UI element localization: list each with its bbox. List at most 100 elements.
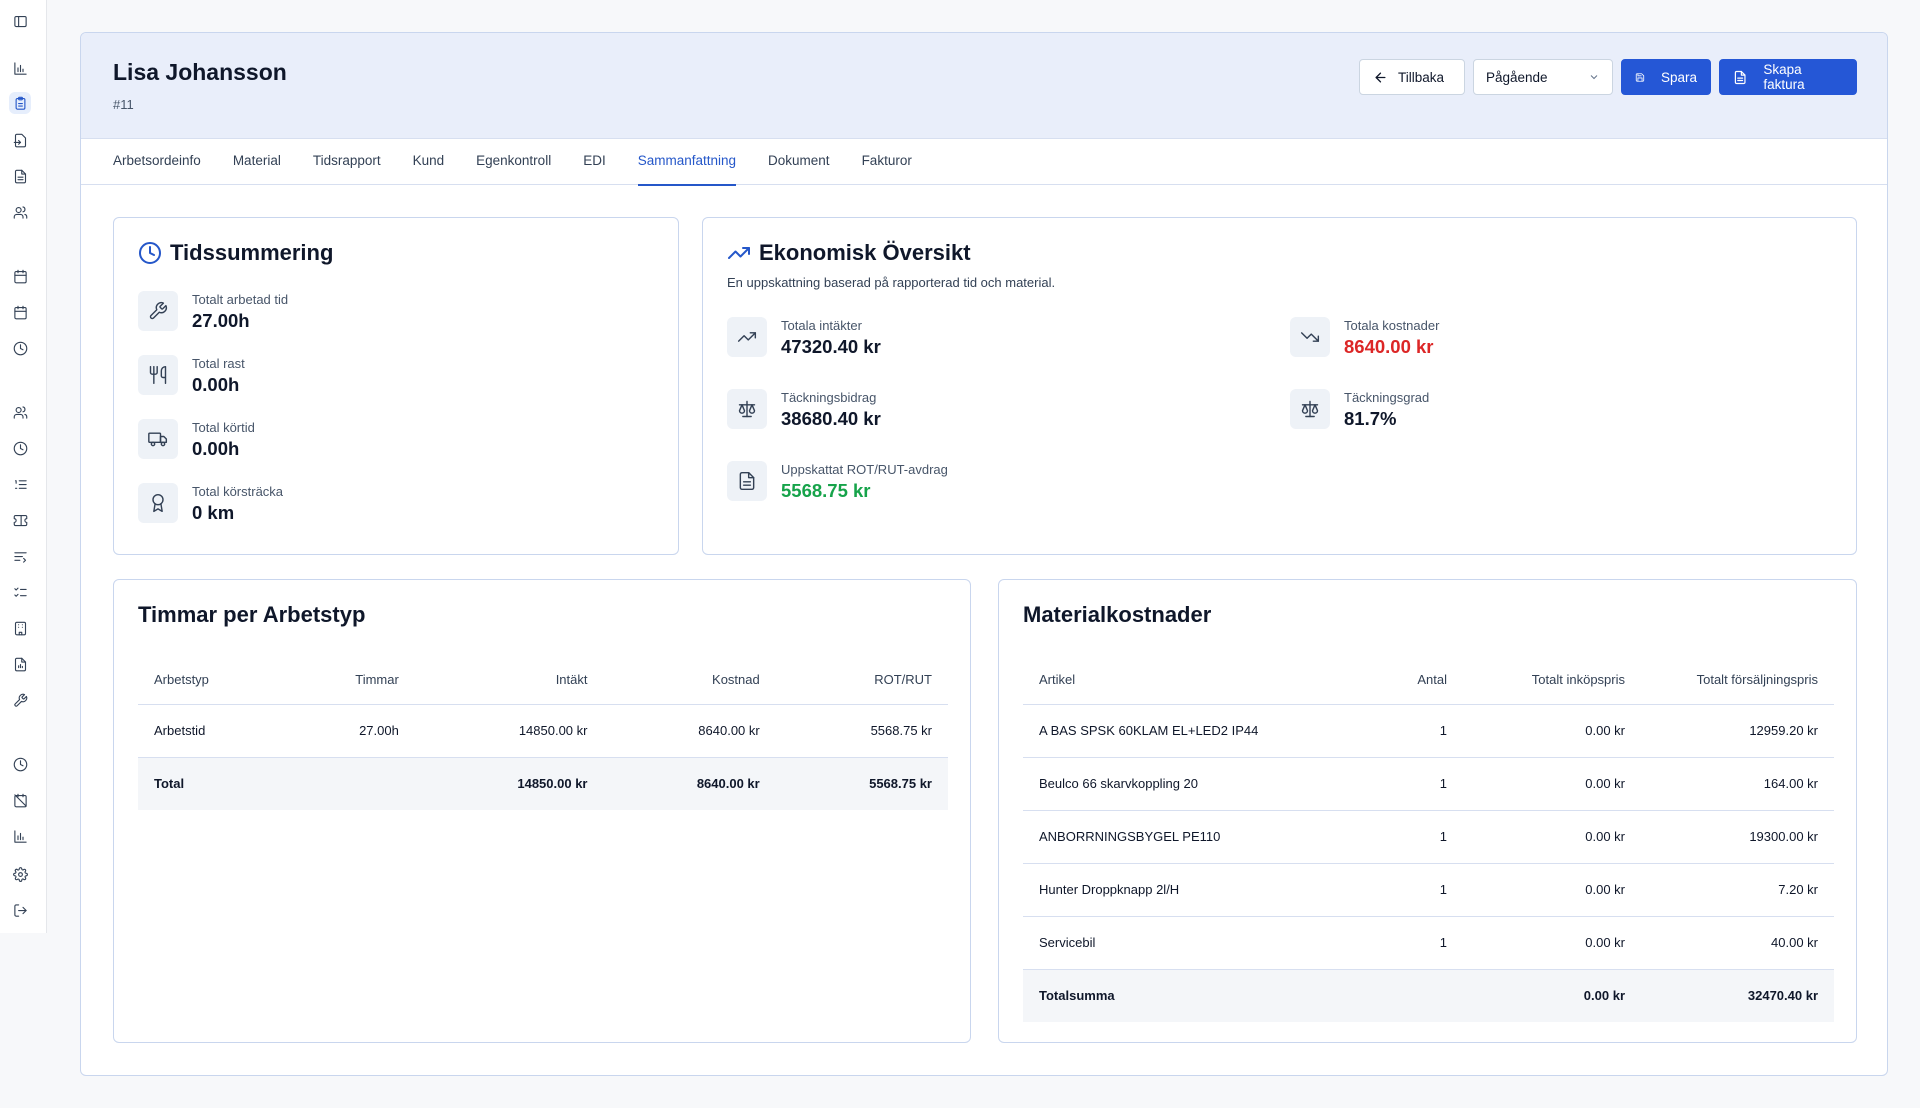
- create-invoice-button[interactable]: Skapa faktura: [1719, 59, 1857, 95]
- cell-forsaljningspris: 19300.00 kr: [1641, 810, 1834, 864]
- list-ordered-icon[interactable]: [9, 473, 31, 495]
- total-cell-artikel: Totalsumma: [1023, 969, 1353, 1022]
- table-total-row: Totalsumma 0.00 kr 32470.40 kr: [1023, 969, 1834, 1022]
- document-icon[interactable]: [9, 165, 31, 187]
- list-checks-icon[interactable]: [9, 581, 31, 603]
- users-icon[interactable]: [9, 201, 31, 223]
- stat-driving-distance: Total körsträcka 0 km: [138, 483, 283, 524]
- col-timmar: Timmar: [291, 656, 415, 705]
- chevron-down-icon: [1590, 75, 1598, 80]
- economy-subtitle: En uppskattning baserad på rapporterad t…: [727, 275, 1056, 290]
- material-rows: A BAS SPSK 60KLAM EL+LED2 IP44 1 0.00 kr 12…: [1023, 704, 1834, 1022]
- sidebar: [0, 0, 47, 933]
- clock-icon[interactable]: [9, 337, 31, 359]
- trending-up-icon: [727, 317, 767, 357]
- stat-contribution: Täckningsbidrag 38680.40 kr: [727, 389, 881, 430]
- stat-label: Totalt arbetad tid: [192, 292, 289, 307]
- table-row: ANBORRNINGSBYGEL PE110 1 0.00 kr 19300.00 k…: [1023, 810, 1834, 864]
- tab-material[interactable]: Material: [232, 153, 281, 168]
- save-button-label: Spara: [1660, 69, 1697, 85]
- hours-card: Timmar per Arbetstyp Arbetstyp Timmar In…: [113, 579, 971, 1043]
- cell-total-rotrut: 5568.75 kr: [775, 757, 948, 810]
- tab-edi[interactable]: EDI: [583, 153, 606, 168]
- calendar-off-icon[interactable]: [9, 789, 31, 811]
- clock-icon[interactable]: [9, 437, 31, 459]
- gear-icon[interactable]: [9, 863, 31, 885]
- calendar-icon[interactable]: [9, 301, 31, 323]
- logout-icon[interactable]: [9, 899, 31, 921]
- total-cell-inkopspris: 0.00 kr: [1463, 969, 1641, 1022]
- economy-heading: Ekonomisk Översikt: [759, 240, 971, 265]
- file-chart-icon[interactable]: [9, 653, 31, 675]
- panel-toggle-icon[interactable]: [9, 10, 31, 32]
- calendar-icon[interactable]: [9, 265, 31, 287]
- tab-egenkontroll[interactable]: Egenkontroll: [476, 153, 552, 168]
- page-header: Lisa Johansson #11 Tillbaka Pågående Spa…: [81, 33, 1887, 139]
- clipboard-icon[interactable]: [9, 92, 31, 114]
- cell-total-timmar: [291, 757, 415, 810]
- chart-icon[interactable]: [9, 57, 31, 79]
- cell-inkopspris: 0.00 kr: [1463, 704, 1641, 758]
- time-summary-heading: Tidssummering: [170, 240, 334, 265]
- cell-inkopspris: 0.00 kr: [1463, 916, 1641, 970]
- clock-icon[interactable]: [9, 753, 31, 775]
- chart-icon[interactable]: [9, 825, 31, 847]
- stat-value: 81.7%: [1344, 408, 1397, 429]
- list-icon[interactable]: [9, 545, 31, 567]
- wrench-icon: [138, 291, 178, 331]
- cell-artikel: Beulco 66 skarvkoppling 20: [1023, 757, 1353, 811]
- truck-icon: [138, 419, 178, 459]
- cell-timmar: 27.00h: [291, 704, 415, 758]
- stat-label: Total rast: [192, 356, 245, 371]
- economy-title: Ekonomisk Översikt: [727, 240, 971, 266]
- tab-bar: Arbetsordeinfo Material Tidsrapport Kund…: [81, 139, 1887, 186]
- cell-arbetstyp: Arbetstid: [138, 704, 292, 758]
- stat-value: 27.00h: [192, 310, 250, 331]
- material-title: Materialkostnader: [1023, 602, 1212, 627]
- table-header-row: Arbetstyp Timmar Intäkt Kostnad ROT/RUT: [138, 656, 948, 705]
- stat-label: Täckningsbidrag: [781, 390, 877, 405]
- back-button[interactable]: Tillbaka: [1359, 59, 1465, 95]
- tab-fakturor[interactable]: Fakturor: [861, 153, 912, 168]
- save-button[interactable]: Spara: [1621, 59, 1711, 95]
- page-title: Lisa Johansson: [113, 59, 287, 85]
- cell-total-label: Total: [138, 757, 292, 810]
- cell-antal: 1: [1353, 757, 1463, 811]
- cell-antal: 1: [1353, 704, 1463, 758]
- stat-total-revenue: Totala intäkter 47320.40 kr: [727, 317, 881, 358]
- wrench-icon[interactable]: [9, 689, 31, 711]
- cell-forsaljningspris: 12959.20 kr: [1641, 704, 1834, 758]
- file-import-icon[interactable]: [9, 129, 31, 151]
- tab-arbetsordeinfo[interactable]: Arbetsordeinfo: [113, 153, 201, 168]
- status-select[interactable]: Pågående: [1473, 59, 1613, 95]
- cell-forsaljningspris: 7.20 kr: [1641, 863, 1834, 917]
- material-card: Materialkostnader Artikel Antal Totalt i…: [998, 579, 1857, 1043]
- stat-label: Total körtid: [192, 420, 255, 435]
- cell-antal: 1: [1353, 810, 1463, 864]
- cell-intakt: 14850.00 kr: [414, 704, 604, 758]
- cell-inkopspris: 0.00 kr: [1463, 757, 1641, 811]
- tab-tidsrapport[interactable]: Tidsrapport: [312, 153, 381, 168]
- cell-artikel: A BAS SPSK 60KLAM EL+LED2 IP44: [1023, 704, 1353, 758]
- tab-kund[interactable]: Kund: [412, 153, 445, 168]
- table-row: A BAS SPSK 60KLAM EL+LED2 IP44 1 0.00 kr 12…: [1023, 704, 1834, 758]
- users-icon[interactable]: [9, 401, 31, 423]
- stat-label: Totala kostnader: [1344, 318, 1440, 333]
- hours-title: Timmar per Arbetstyp: [138, 602, 366, 627]
- award-icon: [138, 483, 178, 523]
- tab-dokument[interactable]: Dokument: [768, 153, 830, 168]
- stat-break-time: Total rast 0.00h: [138, 355, 245, 396]
- stat-rot-rut: Uppskattat ROT/RUT-avdrag 5568.75 kr: [727, 461, 948, 502]
- arrow-left-icon: [1375, 72, 1386, 82]
- col-rotrut: ROT/RUT: [775, 656, 948, 705]
- tab-sammanfattning[interactable]: Sammanfattning: [637, 139, 737, 186]
- scale-icon: [727, 389, 767, 429]
- document-icon: [727, 461, 767, 501]
- building-icon[interactable]: [9, 617, 31, 639]
- file-text-icon: [1734, 70, 1746, 84]
- economy-card: Ekonomisk Översikt En uppskattning baser…: [702, 217, 1857, 555]
- cell-kostnad: 8640.00 kr: [603, 704, 776, 758]
- cell-forsaljningspris: 164.00 kr: [1641, 757, 1834, 811]
- stat-value: 0.00h: [192, 438, 240, 459]
- ticket-icon[interactable]: [9, 509, 31, 531]
